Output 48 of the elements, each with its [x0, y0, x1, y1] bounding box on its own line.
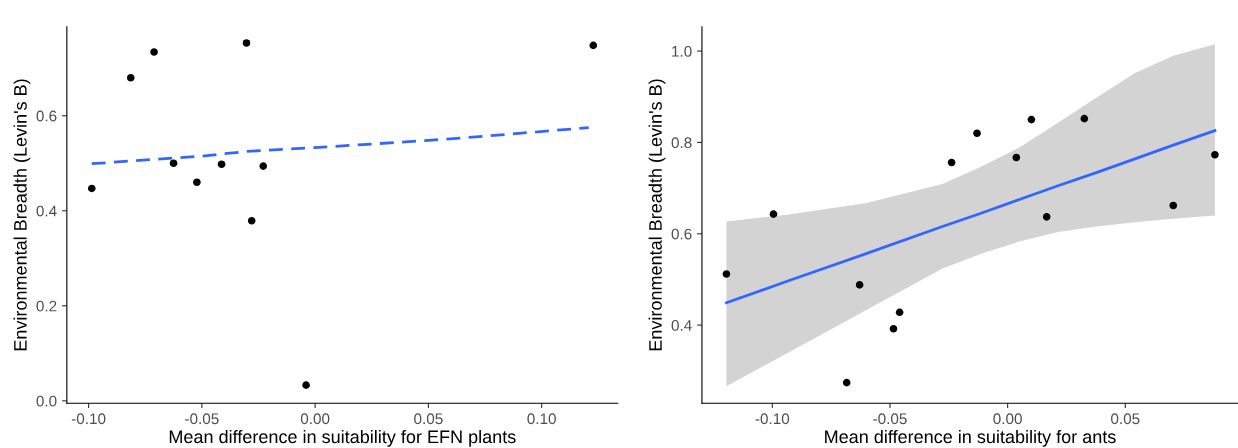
point [1027, 115, 1036, 124]
x-tick-label: 0.00 [993, 413, 1022, 425]
y-tick-label: 0.2 [36, 300, 57, 312]
x-tick-label: 0.10 [527, 413, 556, 425]
x-tick-label: -0.10 [71, 413, 106, 425]
point [302, 381, 310, 389]
point [169, 159, 178, 168]
x-tick-label: 0.05 [414, 413, 443, 425]
point [889, 324, 898, 333]
point [589, 41, 598, 50]
point [1042, 213, 1051, 221]
point [769, 210, 778, 218]
point [973, 129, 981, 138]
point [1080, 114, 1089, 123]
point [722, 270, 731, 278]
point [126, 73, 135, 82]
x-tick-label: 0.05 [1111, 413, 1140, 425]
x-tick-label: -0.05 [185, 413, 219, 425]
point [193, 178, 201, 187]
x-axis-title: Mean difference in suitability for ants [825, 429, 1116, 447]
x-tick-label: -0.05 [873, 413, 907, 425]
point [947, 158, 956, 167]
point [1012, 153, 1021, 162]
y-tick-label: 1.0 [672, 45, 692, 57]
x-tick-label: -0.10 [755, 413, 790, 425]
point [217, 160, 226, 168]
y-tick-label: 0.4 [671, 319, 692, 331]
y-tick-label: 0.6 [671, 228, 692, 240]
y-tick-label: 0.4 [36, 205, 57, 217]
point [855, 281, 864, 289]
line-series [725, 129, 1217, 305]
point [247, 216, 256, 225]
point [87, 184, 96, 193]
point [1169, 201, 1178, 210]
point [259, 162, 268, 170]
point [895, 308, 904, 317]
x-tick-label: 0.00 [300, 413, 330, 425]
y-tick-label: 0.0 [36, 395, 57, 407]
y-axis-title: Environmental Breadth (Levin's B) [13, 79, 31, 351]
y-tick-label: 0.8 [671, 137, 692, 149]
y-tick-label: 0.6 [36, 110, 57, 122]
line-series [90, 126, 591, 166]
point [842, 378, 851, 387]
point [1211, 150, 1219, 159]
point [242, 39, 251, 47]
y-axis-title: Environmental Breadth (Levin's B) [648, 79, 666, 351]
x-axis-title: Mean difference in suitability for EFN plants [169, 429, 516, 447]
point [150, 48, 158, 56]
